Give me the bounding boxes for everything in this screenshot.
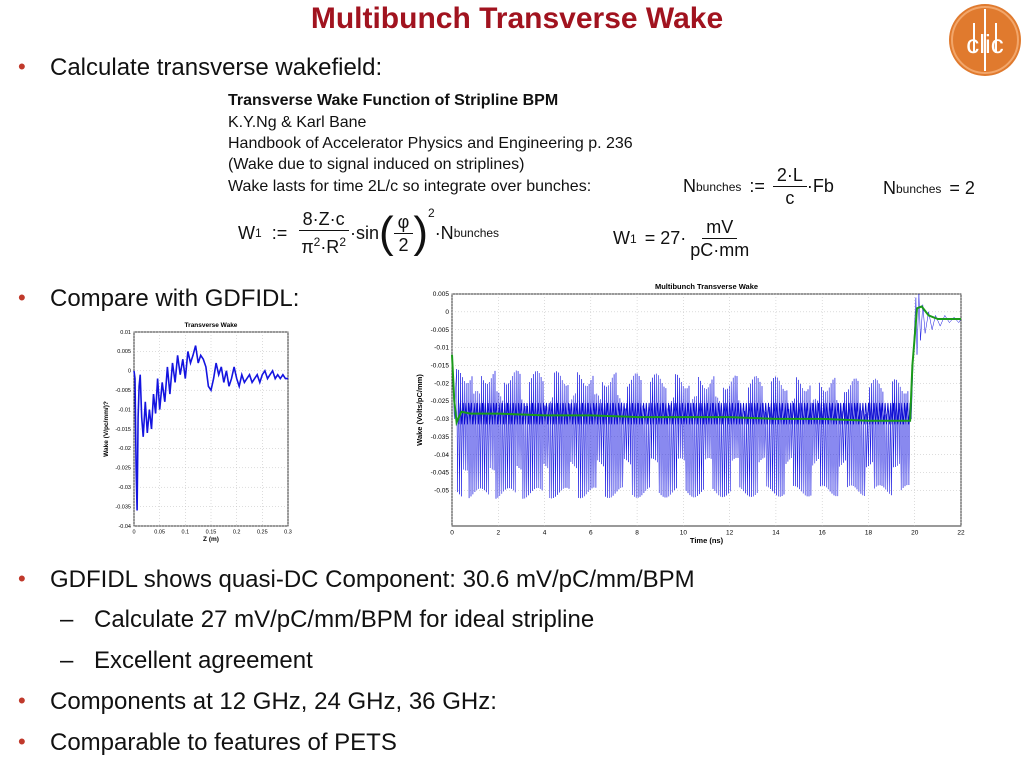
y-tick-label: 0	[445, 309, 449, 316]
y-tick-label: -0.02	[118, 446, 131, 452]
y-tick-label: -0.025	[115, 466, 131, 472]
x-tick-label: 4	[543, 530, 547, 537]
x-tick-label: 0.15	[206, 530, 217, 536]
y-tick-label: -0.035	[431, 434, 450, 441]
y-tick-label: -0.03	[118, 485, 131, 491]
transverse-wake-chart: 0 0.05 0.1 0.15 0.2 0.25 0.3 0.01 0.005 0 -0.005 -0…	[103, 322, 292, 543]
y-tick-label: -0.015	[431, 363, 450, 370]
y-tick-label: 0	[128, 369, 131, 375]
y-axis-label: Wake (V/pc/mm/)?	[103, 401, 110, 457]
bullet-dot: •	[18, 54, 26, 79]
x-tick-label: 2	[496, 530, 500, 537]
y-tick-label: -0.03	[434, 416, 449, 423]
y-tick-label: -0.04	[434, 452, 449, 459]
logo-text: clic	[966, 29, 1004, 59]
subbullet-text: Calculate 27 mV/pC/mm/BPM for ideal stri…	[94, 606, 595, 633]
x-tick-label: 14	[772, 530, 780, 537]
x-tick-label: 12	[726, 530, 734, 537]
bullet-dot: •	[18, 566, 26, 591]
mathcad-note: (Wake due to signal induced on stripline…	[228, 156, 525, 173]
y-tick-label: -0.02	[434, 380, 449, 387]
slide-title: Multibunch Transverse Wake	[310, 2, 724, 35]
bullet-text: Compare with GDFIDL:	[50, 285, 300, 312]
chart-title: Multibunch Transverse Wake	[655, 282, 758, 291]
x-tick-label: 0.1	[182, 530, 190, 536]
x-axis-label: Z (m)	[203, 536, 219, 543]
x-tick-label: 16	[819, 530, 827, 537]
clic-logo: clic	[949, 4, 1021, 76]
plot-area	[133, 331, 289, 527]
y-tick-label: -0.01	[434, 345, 449, 352]
bullet-gdfidl: • GDFIDL shows quasi-DC Component: 30.6 …	[18, 566, 695, 594]
x-tick-label: 8	[635, 530, 639, 537]
mathcad-block: Transverse Wake Function of Stripline BP…	[228, 92, 1008, 272]
y-tick-label: -0.035	[115, 504, 131, 510]
x-tick-label: 0	[132, 530, 135, 536]
bullet-dot: •	[18, 688, 26, 713]
chart-title: Transverse Wake	[185, 322, 238, 329]
subbullet-dash: –	[60, 647, 74, 674]
bullet-text: Calculate transverse wakefield:	[50, 54, 383, 81]
y-tick-label: -0.005	[115, 388, 131, 394]
x-tick-label: 0.25	[257, 530, 268, 536]
bullet-components: • Components at 12 GHz, 24 GHz, 36 GHz:	[18, 688, 497, 716]
y-tick-label: -0.005	[431, 327, 450, 334]
bullet-compare: • Compare with GDFIDL:	[18, 285, 300, 313]
y-axis-label: Wake (Volts/pC/mm)	[415, 374, 424, 446]
bullet-text: GDFIDL shows quasi-DC Component: 30.6 mV…	[50, 566, 695, 593]
x-tick-label: 22	[957, 530, 965, 537]
bullet-text: Comparable to features of PETS	[50, 729, 397, 756]
x-tick-label: 6	[589, 530, 593, 537]
x-tick-label: 0	[450, 530, 454, 537]
bullet-text: Components at 12 GHz, 24 GHz, 36 GHz:	[50, 688, 497, 715]
bullet-calculate: • Calculate transverse wakefield:	[18, 54, 383, 82]
subbullet-text: Excellent agreement	[94, 647, 313, 674]
y-tick-label: 0.005	[117, 349, 131, 355]
x-tick-label: 10	[680, 530, 688, 537]
y-tick-label: -0.05	[434, 487, 449, 494]
subbullet-calculate: – Calculate 27 mV/pC/mm/BPM for ideal st…	[60, 606, 595, 634]
mathcad-duration: Wake lasts for time 2L/c so integrate ov…	[228, 178, 592, 195]
mathcad-reference: Handbook of Accelerator Physics and Engi…	[228, 135, 633, 152]
x-tick-label: 18	[865, 530, 873, 537]
y-tick-label: -0.015	[115, 427, 131, 433]
y-tick-label: -0.01	[118, 407, 131, 413]
bullet-dot: •	[18, 285, 26, 310]
y-tick-label: -0.04	[118, 524, 131, 530]
x-tick-label: 0.3	[284, 530, 292, 536]
bullet-dot: •	[18, 729, 26, 754]
x-tick-label: 20	[911, 530, 919, 537]
mathcad-heading: Transverse Wake Function of Stripline BP…	[228, 92, 559, 109]
y-tick-label: -0.025	[431, 398, 450, 405]
mathcad-authors: K.Y.Ng & Karl Bane	[228, 114, 367, 131]
x-tick-label: 0.05	[154, 530, 165, 536]
blue-band	[458, 402, 911, 425]
bullet-pets: • Comparable to features of PETS	[18, 729, 397, 757]
multibunch-wake-chart: 0 2 4 6 8 10 12 14 16 18 20 22 0.005 0 -0.005 -0.01 -0.0…	[415, 282, 965, 545]
green-series-line	[451, 305, 961, 427]
y-tick-label: -0.045	[431, 470, 450, 477]
subbullet-dash: –	[60, 606, 74, 633]
y-tick-label: 0.01	[120, 330, 131, 336]
x-axis-label: Time (ns)	[690, 536, 724, 545]
y-tick-label: 0.005	[433, 291, 450, 298]
blue-series	[451, 293, 962, 499]
subbullet-agreement: – Excellent agreement	[60, 647, 313, 675]
blue-oscillation	[451, 293, 962, 499]
x-tick-label: 0.2	[233, 530, 241, 536]
series-line	[133, 345, 288, 511]
